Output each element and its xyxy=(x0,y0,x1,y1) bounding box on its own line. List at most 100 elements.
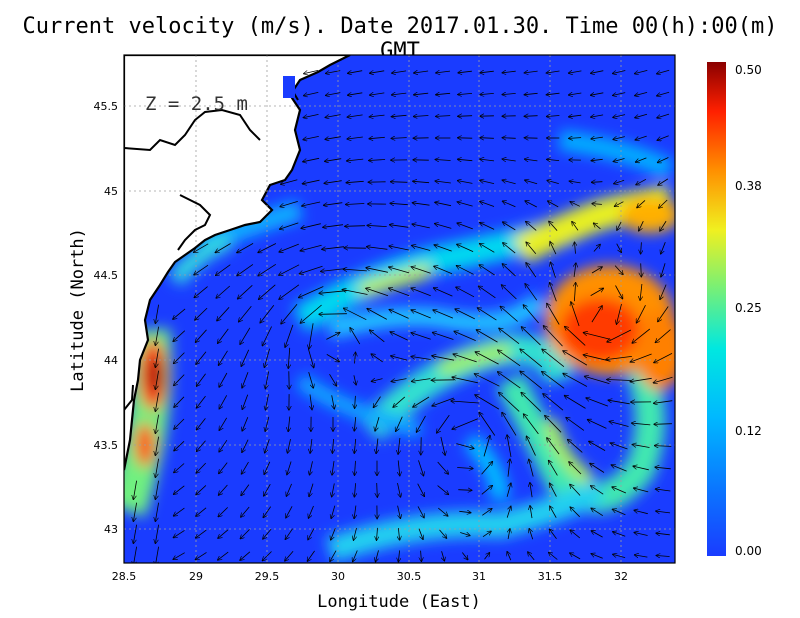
velocity-arrow xyxy=(309,323,314,348)
velocity-arrow xyxy=(414,93,429,95)
velocity-arrow xyxy=(594,223,601,230)
velocity-arrow xyxy=(549,553,558,560)
velocity-arrow xyxy=(439,529,447,538)
velocity-arrow xyxy=(414,116,429,117)
velocity-arrow xyxy=(525,180,538,185)
velocity-arrow xyxy=(436,116,451,117)
x-tick: 29.5 xyxy=(255,570,280,583)
velocity-arrow xyxy=(507,552,512,561)
velocity-arrow xyxy=(634,510,648,515)
velocity-arrow xyxy=(155,458,159,478)
x-tick: 28.5 xyxy=(112,570,137,583)
speed-field xyxy=(124,130,675,563)
velocity-arrow xyxy=(413,181,430,182)
velocity-arrow xyxy=(574,283,575,302)
velocity-arrow xyxy=(303,157,320,161)
velocity-arrow xyxy=(547,93,560,95)
velocity-arrow xyxy=(547,304,560,325)
velocity-arrow xyxy=(332,395,335,408)
velocity-arrow xyxy=(353,550,358,562)
velocity-arrow xyxy=(614,179,625,183)
velocity-arrow xyxy=(347,159,364,161)
velocity-arrow xyxy=(592,182,603,183)
velocity-arrow xyxy=(637,305,646,323)
velocity-arrow xyxy=(174,418,185,429)
velocity-arrow xyxy=(656,511,671,513)
velocity-arrow xyxy=(326,354,339,361)
velocity-arrow xyxy=(458,181,473,184)
velocity-arrow xyxy=(392,93,407,95)
velocity-arrow xyxy=(219,484,228,495)
velocity-arrow xyxy=(507,435,512,457)
depth-label: Z = 2.5 m xyxy=(145,93,248,115)
velocity-arrow xyxy=(304,114,319,117)
velocity-arrow xyxy=(241,484,250,496)
velocity-arrow xyxy=(197,395,206,408)
velocity-arrow xyxy=(525,159,538,161)
y-tick: 44.5 xyxy=(94,269,119,282)
velocity-arrow xyxy=(547,159,560,160)
velocity-arrow xyxy=(451,401,479,403)
velocity-arrow xyxy=(303,179,320,184)
velocity-arrow xyxy=(421,550,422,562)
velocity-arrow xyxy=(506,483,511,497)
velocity-arrow xyxy=(480,244,495,253)
velocity-arrow xyxy=(332,461,334,475)
velocity-arrow xyxy=(215,243,231,253)
velocity-arrow xyxy=(367,225,387,226)
velocity-arrow xyxy=(398,550,399,561)
velocity-arrow xyxy=(348,71,363,74)
velocity-arrow xyxy=(613,137,625,140)
velocity-arrow xyxy=(613,509,626,516)
velocity-arrow xyxy=(396,416,403,432)
velocity-arrow xyxy=(345,226,366,227)
velocity-arrow xyxy=(460,533,470,536)
chart-title: Current velocity (m/s). Date 2017.01.30.… xyxy=(22,14,778,64)
velocity-arrow xyxy=(590,464,605,473)
velocity-arrow xyxy=(613,70,626,74)
velocity-arrow xyxy=(478,308,497,321)
velocity-arrow xyxy=(502,413,517,436)
velocity-arrow xyxy=(174,463,185,473)
velocity-arrow xyxy=(526,263,537,278)
velocity-arrow xyxy=(452,418,478,429)
velocity-arrow xyxy=(610,422,629,427)
velocity-arrow xyxy=(155,370,159,390)
velocity-arrow xyxy=(654,424,672,425)
velocity-arrow xyxy=(635,92,648,95)
velocity-arrow xyxy=(354,505,356,519)
velocity-arrow xyxy=(194,243,209,252)
velocity-arrow xyxy=(174,352,185,364)
velocity-arrow xyxy=(434,245,452,252)
velocity-arrow xyxy=(355,353,356,364)
velocity-arrow xyxy=(308,371,314,388)
velocity-arrow xyxy=(300,304,322,323)
velocity-arrow xyxy=(259,284,276,299)
velocity-arrow xyxy=(630,377,652,381)
velocity-arrow xyxy=(174,530,185,537)
velocity-arrow xyxy=(309,483,314,497)
velocity-arrow xyxy=(569,462,582,475)
velocity-arrow xyxy=(377,482,378,497)
velocity-arrow xyxy=(242,461,249,474)
velocity-arrow xyxy=(326,333,339,340)
velocity-arrow xyxy=(550,242,557,255)
velocity-arrow xyxy=(347,137,363,139)
velocity-arrow xyxy=(219,350,228,365)
velocity-arrow xyxy=(591,531,603,538)
velocity-arrow xyxy=(593,245,600,252)
velocity-arrow xyxy=(196,552,207,559)
velocity-arrow xyxy=(260,305,275,322)
velocity-arrow xyxy=(461,552,467,560)
velocity-arrow xyxy=(455,309,475,320)
x-tick: 32 xyxy=(614,570,628,583)
velocity-arrow xyxy=(155,524,159,544)
velocity-arrow xyxy=(563,374,588,387)
velocity-arrow xyxy=(258,263,277,275)
velocity-arrow xyxy=(281,303,298,324)
velocity-arrow xyxy=(502,93,516,94)
velocity-arrow xyxy=(475,374,500,387)
velocity-arrow xyxy=(614,265,623,275)
velocity-arrow xyxy=(547,180,559,184)
velocity-arrow xyxy=(503,201,516,208)
